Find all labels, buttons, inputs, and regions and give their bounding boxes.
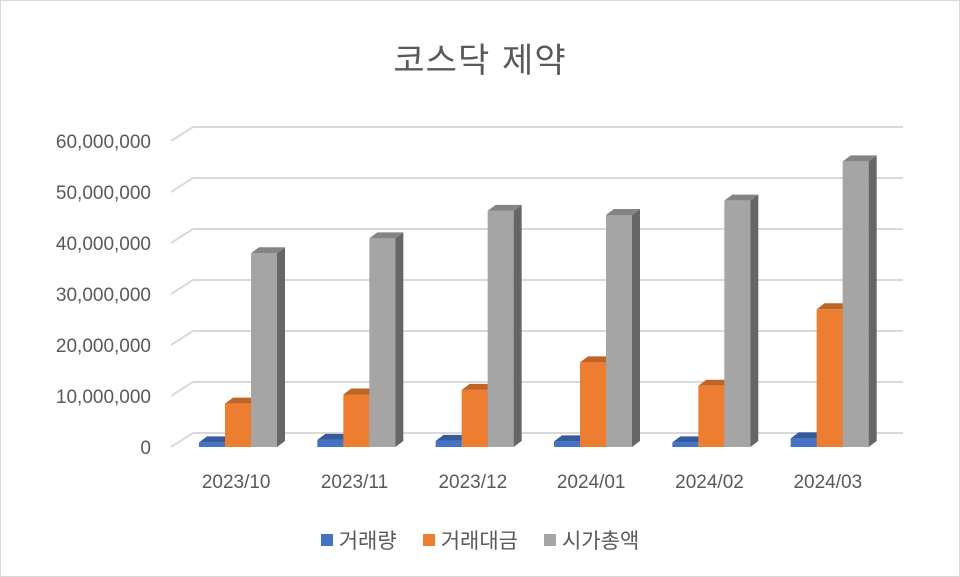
- bar-top: [199, 436, 233, 443]
- y-tick-label: 0: [140, 438, 151, 459]
- bar: [816, 309, 843, 447]
- bar-top: [816, 303, 851, 310]
- gridline-side: [170, 279, 194, 295]
- bar-top: [554, 435, 588, 442]
- bar-top: [606, 208, 640, 215]
- x-tick-label: 2023/10: [202, 472, 271, 493]
- bar-side: [632, 208, 640, 447]
- bar-top: [698, 379, 733, 386]
- bar-top: [225, 397, 259, 404]
- gridline-side: [170, 381, 194, 397]
- bar: [790, 438, 817, 447]
- y-tick-label: 40,000,000: [56, 234, 151, 255]
- bar-top: [790, 432, 825, 439]
- bar-top: [672, 436, 707, 443]
- x-tick-label: 2024/02: [675, 472, 744, 493]
- bar: [487, 210, 514, 447]
- y-tick-label: 20,000,000: [56, 336, 151, 357]
- bar-top: [461, 383, 496, 390]
- bar: [580, 362, 606, 447]
- bar: [842, 161, 869, 447]
- gridline-side: [170, 228, 194, 244]
- bar: [672, 442, 699, 447]
- legend-swatch-volume: [320, 534, 333, 546]
- legend-swatch-trading-value: [422, 534, 435, 546]
- bar-top: [435, 434, 470, 441]
- bar: [317, 439, 344, 447]
- legend-item-trading-value: 거래대금: [422, 525, 518, 555]
- gridline-side: [170, 177, 194, 193]
- gridline-side: [170, 126, 194, 142]
- bar-top: [343, 388, 378, 395]
- bar-top: [251, 247, 285, 254]
- gridline-side: [170, 432, 194, 448]
- bar: [724, 200, 751, 447]
- x-tick-label: 2023/12: [438, 472, 507, 493]
- bar: [698, 385, 725, 447]
- x-tick-label: 2023/11: [321, 472, 388, 493]
- bar: [251, 253, 277, 447]
- y-tick-label: 30,000,000: [56, 285, 151, 306]
- legend-swatch-market-cap: [543, 534, 556, 546]
- bar-side: [750, 194, 759, 447]
- y-tick-label: 50,000,000: [56, 183, 151, 204]
- bar-side: [868, 155, 877, 447]
- x-tick-label: 2024/03: [793, 472, 862, 493]
- y-tick-label: 60,000,000: [56, 132, 151, 153]
- legend-item-volume: 거래량: [320, 525, 397, 555]
- gridline-side: [170, 330, 194, 346]
- bar: [199, 442, 225, 447]
- legend-label-market-cap: 시가총액: [561, 529, 640, 553]
- bar-top: [724, 194, 759, 201]
- bar: [343, 394, 370, 447]
- bar-side: [395, 232, 404, 447]
- legend-label-trading-value: 거래대금: [440, 529, 518, 553]
- x-tick-label: 2024/01: [557, 472, 626, 493]
- y-tick-label: 10,000,000: [56, 387, 151, 408]
- bar-top: [580, 356, 614, 363]
- bar: [225, 403, 251, 447]
- bar: [369, 238, 396, 447]
- bar-side: [277, 247, 285, 447]
- bar-top: [842, 155, 877, 162]
- bar-side: [513, 204, 522, 447]
- bar: [461, 389, 488, 447]
- chart-title: 코스닥 제약: [393, 41, 567, 81]
- bar-top: [317, 433, 352, 440]
- bar: [435, 440, 462, 447]
- bar: [606, 214, 632, 447]
- bar-top: [369, 232, 404, 239]
- legend: 거래량 거래대금 시가총액: [1, 525, 959, 555]
- bar-top: [487, 204, 522, 211]
- legend-item-market-cap: 시가총액: [543, 525, 640, 555]
- bar: [554, 441, 580, 447]
- legend-label-volume: 거래량: [338, 529, 397, 553]
